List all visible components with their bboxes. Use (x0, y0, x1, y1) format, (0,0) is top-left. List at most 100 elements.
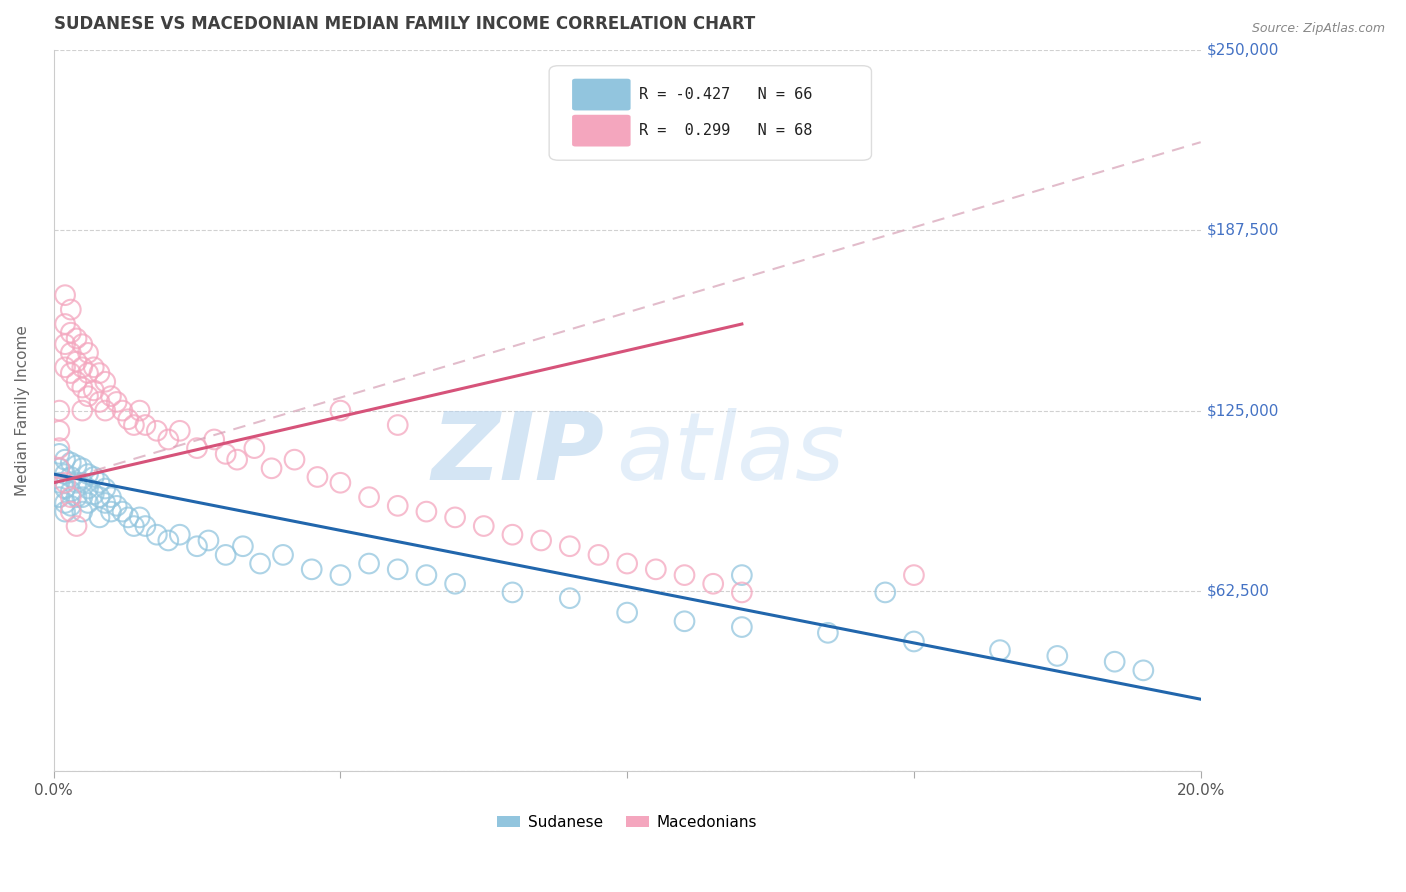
Point (122, 519, 145, 533)
Point (157, 533, 180, 548)
Point (83, 487, 105, 501)
Point (988, 643, 1011, 657)
Point (72, 403, 94, 417)
Point (329, 568, 352, 582)
Point (53, 317, 76, 331)
Point (59, 490, 82, 504)
Point (72, 360, 94, 375)
Point (329, 475, 352, 490)
Point (94, 375, 117, 389)
Point (501, 585, 523, 599)
Text: SUDANESE VS MACEDONIAN MEDIAN FAMILY INCOME CORRELATION CHART: SUDANESE VS MACEDONIAN MEDIAN FAMILY INC… (53, 15, 755, 33)
Point (100, 389, 122, 403)
Point (94, 403, 117, 417)
Point (53, 482, 76, 496)
Point (226, 452, 249, 467)
Point (72, 475, 94, 490)
Point (387, 499, 409, 513)
Point (72, 337, 94, 351)
Y-axis label: Median Family Income: Median Family Income (15, 326, 30, 496)
Point (53, 505, 76, 519)
FancyBboxPatch shape (550, 66, 872, 161)
Point (83, 470, 105, 484)
Point (59, 470, 82, 484)
Point (48, 403, 70, 417)
Point (59, 346, 82, 360)
Point (89, 395, 111, 409)
Text: $250,000: $250,000 (1206, 42, 1279, 57)
Point (48, 424, 70, 438)
FancyBboxPatch shape (572, 78, 631, 111)
Point (215, 548, 238, 562)
Point (59, 499, 82, 513)
Point (89, 366, 111, 380)
Point (243, 441, 266, 455)
Point (72, 490, 94, 504)
Point (53, 467, 76, 481)
Point (59, 505, 82, 519)
Text: Source: ZipAtlas.com: Source: ZipAtlas.com (1251, 22, 1385, 36)
Point (65, 519, 87, 533)
Point (89, 475, 111, 490)
Point (197, 533, 219, 548)
Point (48, 447, 70, 461)
Point (357, 557, 380, 571)
Point (72, 461, 94, 475)
Point (169, 527, 191, 541)
Point (169, 424, 191, 438)
Point (134, 417, 156, 432)
Point (271, 548, 294, 562)
Point (89, 510, 111, 524)
Point (128, 510, 150, 524)
Point (157, 433, 180, 447)
Point (59, 484, 82, 499)
Point (558, 591, 581, 606)
Text: R =  0.299   N = 68: R = 0.299 N = 68 (638, 123, 813, 138)
Point (731, 585, 754, 599)
Point (283, 452, 305, 467)
Point (134, 519, 156, 533)
Point (83, 360, 105, 375)
Legend: Sudanese, Macedonians: Sudanese, Macedonians (491, 809, 763, 836)
Point (202, 433, 225, 447)
Point (731, 568, 754, 582)
Point (616, 606, 638, 620)
Point (146, 424, 169, 438)
Point (387, 562, 409, 576)
Point (53, 452, 76, 467)
Point (94, 496, 117, 510)
Point (260, 461, 283, 475)
Point (72, 505, 94, 519)
Point (77, 366, 100, 380)
Point (65, 458, 87, 473)
Point (903, 568, 925, 582)
Point (444, 576, 467, 591)
Point (186, 539, 208, 553)
Point (59, 456, 82, 470)
Point (357, 490, 380, 504)
Point (588, 548, 610, 562)
Point (53, 337, 76, 351)
Point (48, 475, 70, 490)
Point (83, 384, 105, 398)
Point (117, 412, 139, 426)
Point (105, 395, 128, 409)
Point (48, 441, 70, 455)
Point (53, 496, 76, 510)
Text: $187,500: $187,500 (1206, 223, 1279, 237)
Point (53, 360, 76, 375)
Point (59, 366, 82, 380)
Point (77, 467, 100, 481)
Point (65, 375, 87, 389)
Point (65, 475, 87, 490)
Point (415, 568, 437, 582)
Point (100, 490, 122, 504)
Point (65, 354, 87, 368)
Point (94, 482, 117, 496)
Point (186, 441, 208, 455)
Point (616, 557, 638, 571)
Point (111, 505, 134, 519)
Text: ZIP: ZIP (432, 408, 605, 500)
Point (65, 331, 87, 345)
Point (501, 527, 523, 541)
